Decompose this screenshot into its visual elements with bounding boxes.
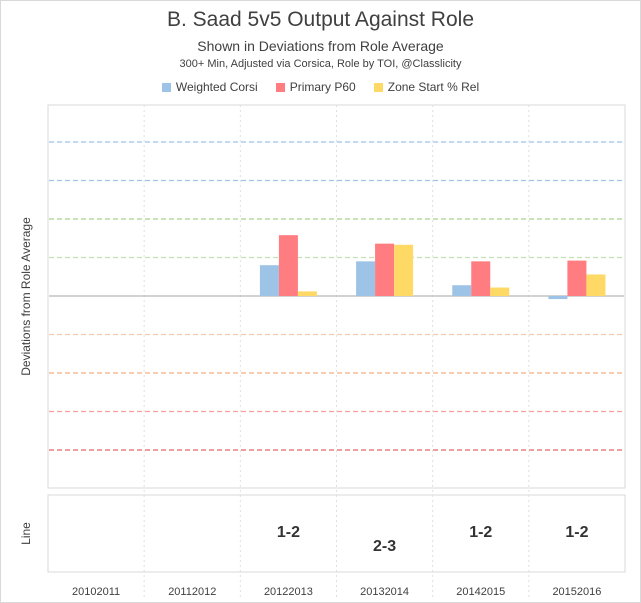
chart-title: B. Saad 5v5 Output Against Role [166, 8, 475, 31]
bar-weighted-corsi [452, 285, 472, 296]
line-assignment-label: 1-2 [565, 524, 588, 541]
legend-label: Weighted Corsi [175, 80, 258, 94]
bar-primary-p60 [278, 235, 298, 296]
x-tick-label: 20132014 [360, 586, 409, 598]
bar-zone-start-rel [394, 244, 414, 296]
line-assignment-label: 1-2 [469, 524, 492, 541]
bar-primary-p60 [471, 261, 491, 296]
chart-subtitle: Shown in Deviations from Role Average [197, 38, 444, 54]
bar-primary-p60 [375, 243, 395, 296]
legend-label: Primary P60 [289, 80, 356, 94]
legend-swatch [161, 82, 171, 92]
line-panel-border [47, 494, 626, 573]
legend-swatch [373, 82, 383, 92]
line-assignment-label: 2-3 [373, 538, 396, 555]
bar-primary-p60 [567, 260, 587, 296]
bar-weighted-corsi [259, 265, 279, 296]
legend-item-2: Zone Start % Rel [373, 80, 480, 94]
legend-item-1: Primary P60 [275, 80, 356, 94]
legend-item-0: Weighted Corsi [161, 80, 258, 94]
bar-weighted-corsi [548, 296, 568, 300]
y-axis-title: Deviations from Role Average [19, 217, 33, 376]
chart-note: 300+ Min, Adjusted via Corsica, Role by … [179, 58, 462, 70]
bar-zone-start-rel [490, 287, 510, 296]
bar-zone-start-rel [297, 291, 317, 296]
line-assignment-label: 1-2 [277, 524, 300, 541]
x-tick-label: 20122013 [264, 586, 313, 598]
x-tick-label: 20152016 [552, 586, 601, 598]
legend-label: Zone Start % Rel [387, 80, 480, 94]
bar-weighted-corsi [356, 261, 376, 296]
chart-legend: Weighted Corsi Primary P60 Zone Start % Re… [0, 80, 641, 94]
x-tick-label: 20112012 [168, 586, 216, 598]
bar-zone-start-rel [586, 274, 606, 296]
x-tick-label: 20102011 [72, 586, 120, 598]
line-panel-title: Line [19, 522, 33, 545]
legend-swatch [275, 82, 285, 92]
x-tick-label: 20142015 [456, 586, 505, 598]
